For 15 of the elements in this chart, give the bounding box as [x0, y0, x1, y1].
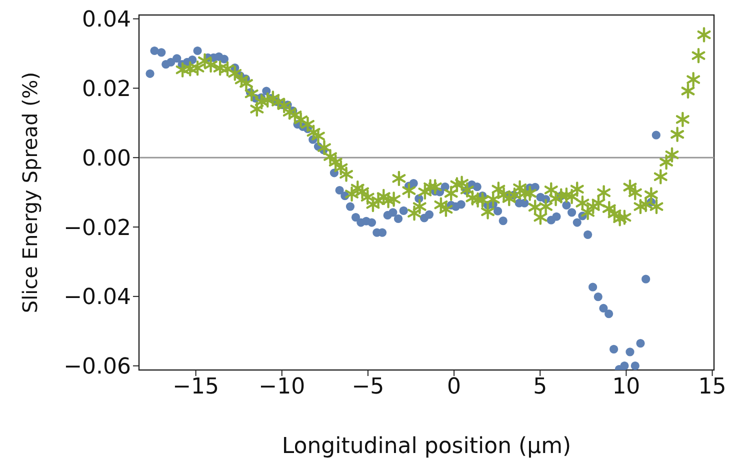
y-tick-label: −0.02	[64, 216, 131, 241]
y-axis-title: Slice Energy Spread (%)	[18, 72, 42, 314]
y-tick-label: 0.02	[82, 77, 131, 102]
y-tick-label: 0.00	[82, 146, 131, 172]
x-tick-label: −10	[258, 374, 306, 400]
x-tick-label: 0	[447, 374, 462, 400]
y-tick-label: 0.04	[82, 8, 131, 33]
x-tick-label: −5	[352, 374, 384, 400]
x-axis-title: Longitudinal position (μm)	[282, 434, 572, 459]
x-tick-label: −15	[172, 374, 220, 400]
x-tick-label: 10	[612, 374, 640, 400]
y-tick-label: −0.06	[64, 354, 131, 380]
x-tick-label: 5	[533, 374, 548, 400]
y-tick-label: −0.04	[64, 285, 131, 310]
x-tick-label: 15	[698, 374, 726, 400]
